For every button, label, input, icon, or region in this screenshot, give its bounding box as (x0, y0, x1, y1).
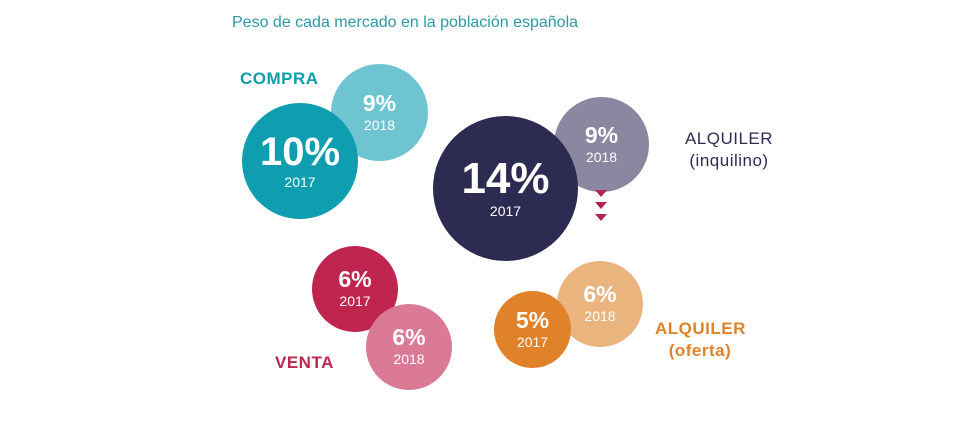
group-label-line: (inquilino) (689, 151, 769, 170)
bubble-alquiler-oferta-2018: 6% 2018 (557, 261, 643, 347)
bubble-year: 2018 (585, 148, 618, 165)
bubble-value: 14% (461, 154, 550, 204)
group-label-line: ALQUILER (684, 129, 774, 148)
bubble-value: 6% (392, 324, 426, 351)
group-label-compra-text: COMPRA (240, 69, 319, 88)
group-label-compra: COMPRA (240, 68, 319, 90)
bubble-year: 2017 (339, 293, 371, 310)
bubble-year: 2017 (489, 203, 522, 220)
group-label-line: (oferta) (668, 341, 732, 360)
bubble-year: 2018 (584, 308, 616, 325)
bubble-year: 2018 (393, 351, 425, 368)
bubble-venta-2018: 6% 2018 (366, 304, 452, 390)
bubble-value: 10% (259, 129, 341, 174)
bubble-year: 2017 (516, 333, 549, 350)
group-label-venta-text: VENTA (275, 353, 334, 372)
bubble-value: 9% (362, 89, 397, 116)
down-arrows-icon (593, 188, 609, 224)
group-label-venta: VENTA (275, 352, 334, 374)
group-label-line: ALQUILER (655, 319, 746, 338)
bubble-alquiler-inquilino-2017: 14% 2017 (433, 116, 578, 261)
chart-title: Peso de cada mercado en la población esp… (232, 14, 579, 31)
bubble-year: 2018 (363, 116, 396, 133)
bubble-value: 6% (338, 266, 372, 293)
bubble-value: 9% (584, 121, 619, 148)
bubble-value: 5% (515, 306, 550, 333)
group-label-alquiler-inquilino: ALQUILER (inquilino) (674, 128, 784, 172)
bubble-value: 6% (583, 281, 617, 308)
bubble-alquiler-oferta-2017: 5% 2017 (494, 291, 571, 368)
bubble-compra-2017: 10% 2017 (242, 103, 358, 219)
bubble-year: 2017 (284, 173, 316, 190)
group-label-alquiler-oferta: ALQUILER (oferta) (655, 318, 745, 362)
bubble-alquiler-inquilino-2018: 9% 2018 (554, 97, 649, 192)
